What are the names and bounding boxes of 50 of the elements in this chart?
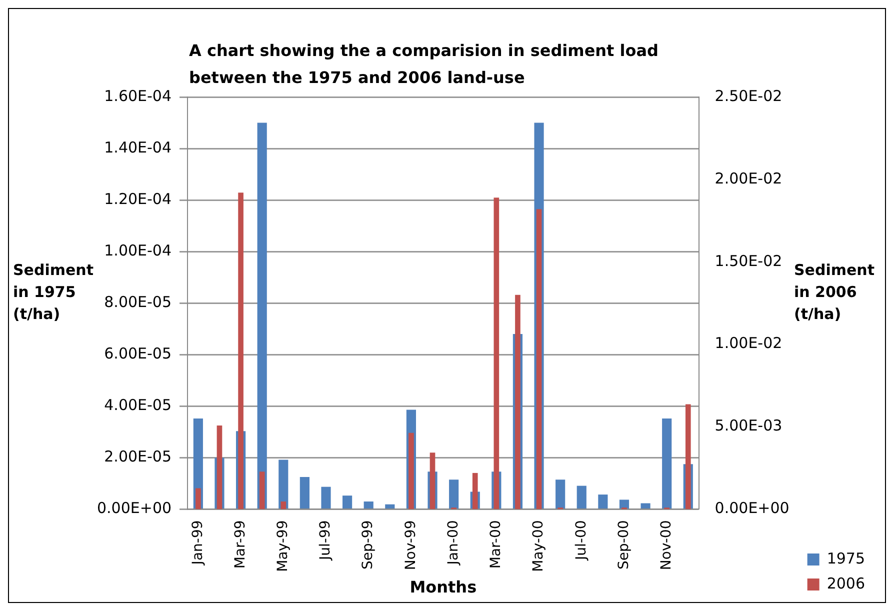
bar — [662, 418, 672, 508]
x-tick-label: Mar-00 — [488, 520, 504, 569]
bar — [576, 486, 586, 508]
x-axis-title: Months — [410, 578, 477, 597]
x-tick-label: Sep-00 — [616, 520, 632, 570]
x-tick-label: Nov-99 — [402, 520, 419, 570]
y2-tick-label: 1.00E-02 — [714, 334, 782, 352]
chart-title: A chart showing the a comparision in sediment load between the 1975 and 2006 land-use — [189, 41, 658, 87]
x-tick-label: May-00 — [530, 520, 547, 572]
y2-tick-label: 1.50E-02 — [714, 252, 782, 270]
bar — [640, 503, 650, 508]
x-tick-label: May-99 — [275, 520, 292, 572]
y-tick-label: 1.60E-04 — [104, 86, 172, 105]
x-tick-label: Jul-99 — [318, 520, 334, 561]
y-tick-label: 0.00E+00 — [97, 499, 172, 518]
x-tick-label: Sep-99 — [360, 520, 376, 570]
y-tick-label: 6.00E-05 — [104, 344, 172, 363]
y-tick-label: 8.00E-05 — [104, 293, 172, 312]
bar — [321, 486, 331, 508]
y-axis-title: Sediment in 1975 (t/ha) — [13, 260, 94, 325]
y2-tick-label: 2.50E-02 — [714, 86, 782, 105]
y-tick-label: 1.20E-04 — [104, 190, 172, 208]
bar — [364, 502, 374, 508]
legend-label: 1975 — [826, 549, 866, 568]
x-tick-label: Jul-00 — [573, 520, 590, 561]
y2-tick-label: 2.00E-02 — [714, 169, 782, 188]
x-tick-label: Mar-99 — [232, 520, 248, 569]
bar — [619, 500, 630, 508]
y2-axis-title: Sediment in 2006 (t/ha) — [794, 260, 876, 325]
bar — [278, 460, 288, 508]
bar — [598, 494, 608, 508]
bar — [449, 480, 459, 508]
bar — [556, 480, 566, 508]
bar — [342, 496, 352, 508]
bar — [257, 122, 267, 508]
bar — [196, 488, 201, 510]
y-tick-label: 1.40E-04 — [104, 138, 172, 156]
x-tick-label: Jan-99 — [190, 520, 206, 566]
bar — [280, 501, 286, 510]
y2-tick-label: 5.00E-03 — [714, 416, 782, 435]
y-tick-label: 4.00E-05 — [104, 396, 172, 414]
y-tick-label: 1.00E-04 — [104, 241, 172, 260]
legend-label: 2006 — [826, 574, 866, 592]
x-tick-label: Nov-00 — [658, 520, 674, 570]
bar — [300, 477, 310, 508]
y2-tick-label: 0.00E+00 — [714, 499, 790, 518]
y-tick-label: 2.00E-05 — [104, 448, 172, 466]
x-tick-label: Jan-00 — [445, 520, 462, 566]
bar — [385, 504, 395, 508]
bar — [259, 472, 265, 510]
